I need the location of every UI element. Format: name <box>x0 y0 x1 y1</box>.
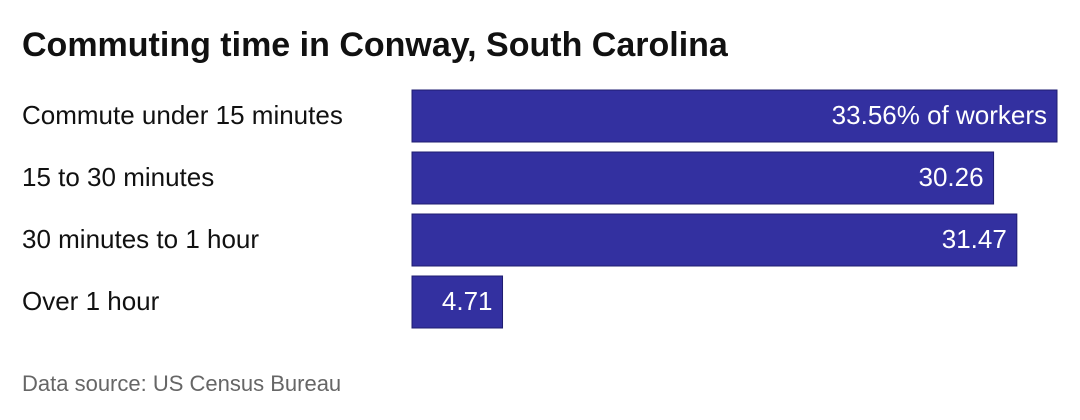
value-label: 30.26 <box>918 162 983 192</box>
category-label: Over 1 hour <box>22 286 160 316</box>
bar <box>411 275 504 329</box>
bar <box>411 151 995 205</box>
bar <box>411 213 1018 267</box>
value-label: 4.71 <box>442 286 493 316</box>
value-label: 33.56% of workers <box>832 100 1047 130</box>
bar <box>411 89 1058 143</box>
value-label: 31.47 <box>942 224 1007 254</box>
source-note: Data source: US Census Bureau <box>22 371 341 396</box>
category-label: 15 to 30 minutes <box>22 162 214 192</box>
chart-title: Commuting time in Conway, South Carolina <box>22 26 729 64</box>
category-label: 30 minutes to 1 hour <box>22 224 259 254</box>
category-label: Commute under 15 minutes <box>22 100 343 130</box>
